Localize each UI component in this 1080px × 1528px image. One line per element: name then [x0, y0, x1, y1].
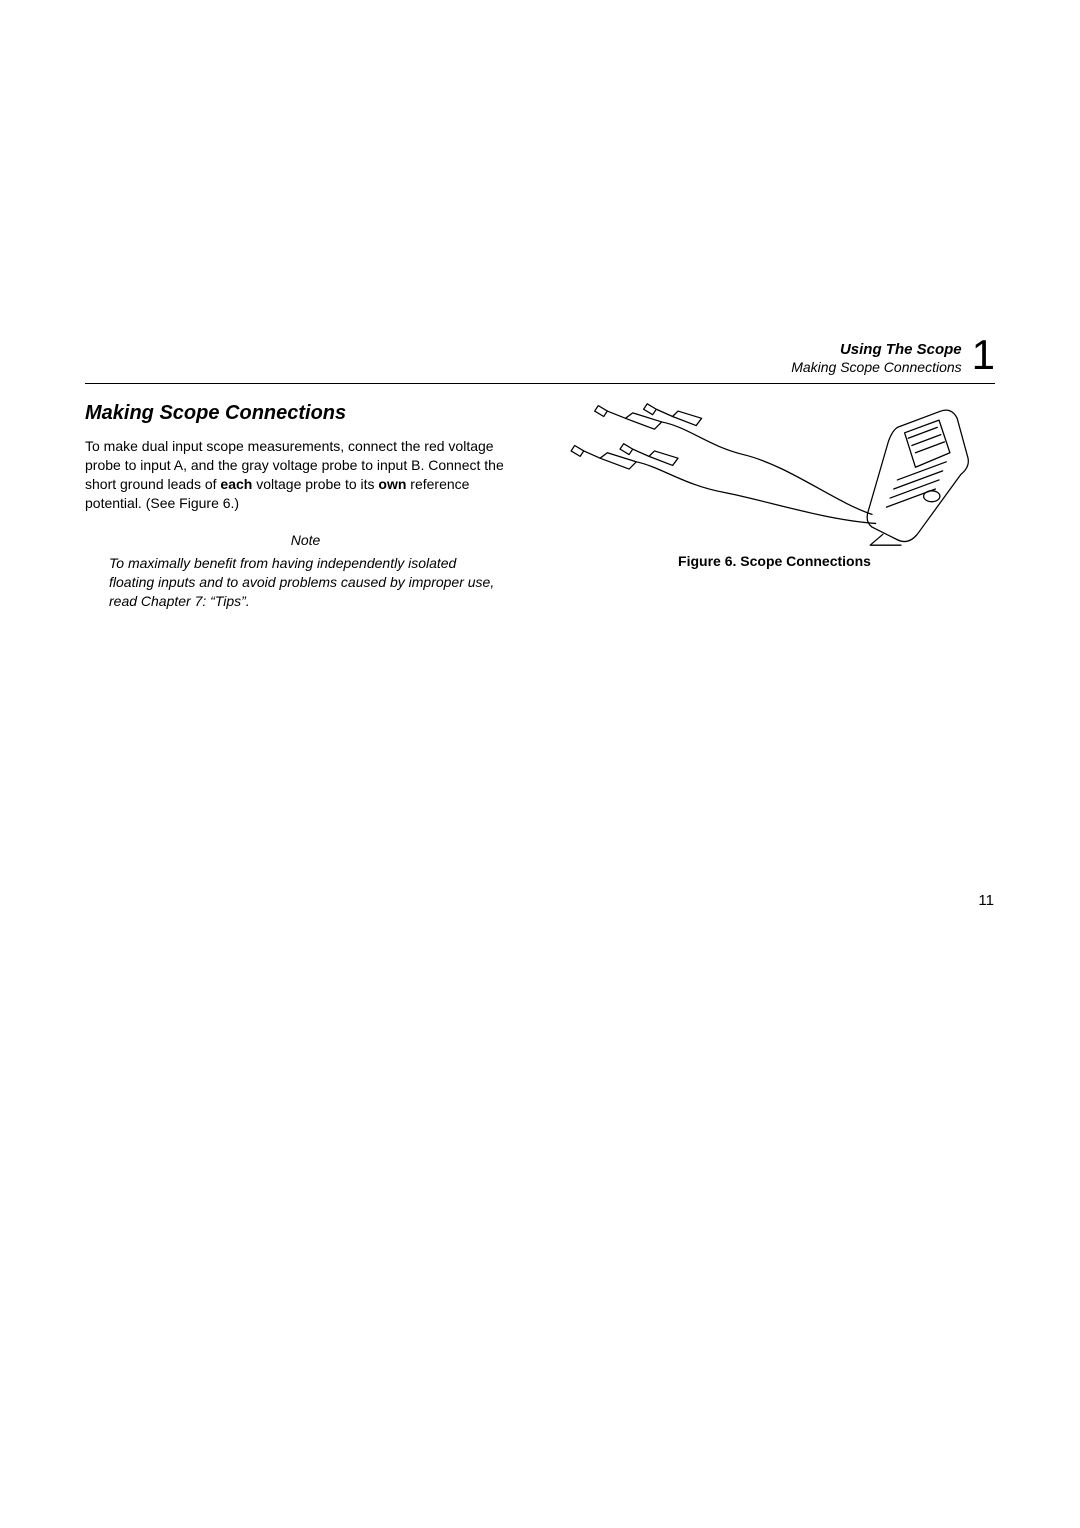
chapter-number: 1	[972, 335, 995, 377]
figure-box: Figure 6. Scope Connections	[554, 402, 995, 569]
figure-caption: Figure 6. Scope Connections	[554, 553, 995, 569]
header-texts: Using The Scope Making Scope Connections	[791, 341, 961, 377]
scope-connections-illustration	[560, 402, 990, 547]
page: Using The Scope Making Scope Connections…	[0, 0, 1080, 1528]
running-header: Using The Scope Making Scope Connections…	[85, 335, 995, 384]
para-mid: voltage probe to its	[252, 476, 378, 492]
body-paragraph: To make dual input scope measurements, c…	[85, 437, 526, 513]
two-column-layout: Making Scope Connections To make dual in…	[85, 402, 995, 611]
page-number: 11	[978, 892, 994, 909]
note-body: To maximally benefit from having indepen…	[85, 554, 526, 611]
left-column: Making Scope Connections To make dual in…	[85, 402, 526, 611]
section-heading: Making Scope Connections	[85, 402, 526, 425]
right-column: Figure 6. Scope Connections	[554, 402, 995, 611]
header-row: Using The Scope Making Scope Connections…	[85, 335, 995, 377]
header-chapter-title: Using The Scope	[791, 341, 961, 360]
header-section-title: Making Scope Connections	[791, 359, 961, 377]
note-label: Note	[85, 532, 526, 548]
para-bold-each: each	[220, 476, 252, 492]
para-bold-own: own	[378, 476, 406, 492]
content-area: Using The Scope Making Scope Connections…	[85, 335, 995, 611]
